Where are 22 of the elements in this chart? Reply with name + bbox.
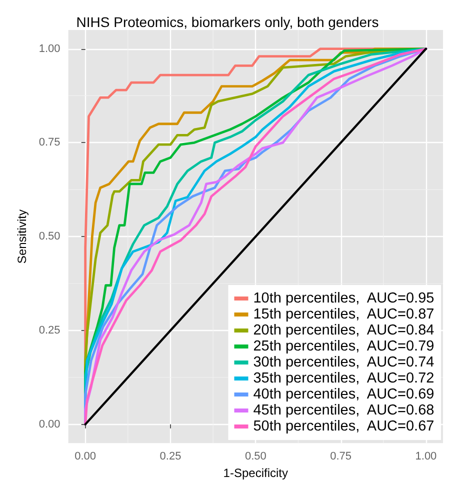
- legend-label: 25th percentiles, AUC=0.79: [253, 338, 434, 354]
- legend-label: 15th percentiles, AUC=0.87: [253, 306, 434, 322]
- legend-label: 50th percentiles, AUC=0.67: [253, 418, 434, 434]
- y-tick-label: 1.00: [38, 42, 60, 55]
- legend-label: 40th percentiles, AUC=0.69: [253, 386, 434, 402]
- y-tick-label: 0.25: [38, 324, 60, 336]
- y-axis-title: Sensitivity: [15, 210, 29, 264]
- legend-label: 45th percentiles, AUC=0.68: [253, 402, 434, 418]
- x-tick-label: 1.00: [415, 450, 437, 463]
- y-tick-label: 0.50: [38, 230, 60, 243]
- chart-title: NIHS Proteomics, biomarkers only, both genders: [76, 14, 379, 30]
- x-axis-title: 1-Specificity: [223, 466, 288, 480]
- y-tick-label: 0.75: [38, 136, 60, 149]
- x-tick-label: 0.50: [244, 450, 266, 463]
- x-tick-label: 0.75: [330, 450, 352, 463]
- legend-label: 10th percentiles, AUC=0.95: [253, 290, 434, 306]
- x-tick-label: 0.00: [74, 450, 96, 463]
- legend-label: 35th percentiles, AUC=0.72: [253, 370, 434, 386]
- y-tick-label: 0.00: [38, 418, 60, 430]
- legend-label: 20th percentiles, AUC=0.84: [253, 322, 434, 338]
- x-tick-label: 0.25: [160, 450, 182, 463]
- legend-label: 30th percentiles, AUC=0.74: [253, 354, 434, 370]
